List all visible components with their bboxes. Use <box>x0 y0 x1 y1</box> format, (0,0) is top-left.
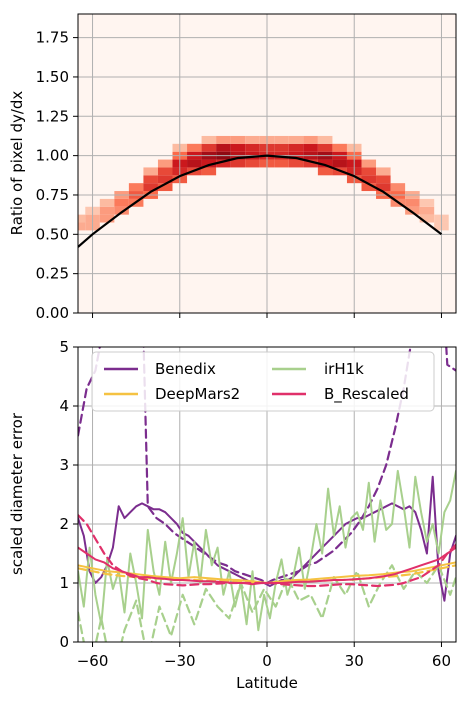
bottom-xtick-label: 60 <box>432 652 451 670</box>
bottom-xtick-label: 0 <box>262 652 272 670</box>
heatmap-cell <box>157 159 173 168</box>
heatmap-cell <box>303 159 318 168</box>
top-ytick-label: 0.00 <box>36 304 69 322</box>
bottom-x-axis-label: Latitude <box>236 674 298 692</box>
heatmap-cell <box>99 198 115 207</box>
heatmap-cell <box>317 135 333 144</box>
heatmap-cell <box>157 175 173 184</box>
bottom-series-benedix <box>78 475 456 602</box>
heatmap-cell <box>114 206 129 215</box>
bottom-ytick-label: 0 <box>59 633 69 651</box>
heatmap-cell <box>288 135 304 144</box>
heatmap-cell <box>216 159 231 168</box>
heatmap-cell <box>157 183 173 192</box>
bottom-ytick-label: 1 <box>59 574 69 592</box>
heatmap-cell <box>419 214 435 223</box>
heatmap-cell <box>390 183 406 192</box>
heatmap-cell <box>361 183 377 192</box>
heatmap-cell <box>99 206 115 215</box>
heatmap-cell <box>201 167 217 176</box>
bottom-y-axis-label: scaled diameter error <box>8 412 26 575</box>
top-ytick-label: 1.00 <box>36 147 69 165</box>
top-ticks: 0.00 0.25 0.50 0.75 1.00 1.25 1.50 1.75 <box>36 29 442 322</box>
top-ytick-label: 1.25 <box>36 107 69 125</box>
heatmap-cell <box>201 143 217 152</box>
heatmap-cell <box>201 159 217 168</box>
bottom-series-b-rescaled-dashed-dashed <box>78 513 456 588</box>
heatmap-cell <box>317 143 333 152</box>
bottom-xtick-label: −60 <box>77 652 109 670</box>
heatmap-cell <box>361 159 377 168</box>
heatmap-cell <box>405 198 420 207</box>
heatmap-cell <box>230 159 246 168</box>
heatmap-cell <box>245 159 260 168</box>
heatmap-cell <box>143 183 158 192</box>
heatmap-cell <box>143 175 158 184</box>
heatmap-cell <box>230 143 246 152</box>
bottom-series-irh1k-dashed-dashed <box>78 564 456 642</box>
heatmap-cell <box>376 175 391 184</box>
heatmap-cell <box>419 206 435 215</box>
heatmap-cell <box>405 206 420 215</box>
heatmap-cell <box>332 159 347 168</box>
heatmap-cell <box>419 198 435 207</box>
bottom-ytick-label: 2 <box>59 515 69 533</box>
heatmap-cell <box>114 198 129 207</box>
bottom-ticks: −60 −30 0 30 60 0 1 2 3 4 5 <box>59 338 451 670</box>
heatmap-cell <box>288 143 304 152</box>
legend-label-benedix: Benedix <box>155 360 216 378</box>
top-ytick-label: 0.25 <box>36 265 69 283</box>
top-ytick-label: 0.50 <box>36 225 69 243</box>
heatmap-cell <box>78 222 86 231</box>
top-ytick-label: 0.75 <box>36 186 69 204</box>
heatmap-cell <box>376 167 391 176</box>
top-panel: 0.00 0.25 0.50 0.75 1.00 1.25 1.50 1.75 Ratio o… <box>8 13 457 322</box>
legend: Benedix irH1k DeepMars2 B_Rescaled <box>91 351 435 412</box>
heatmap-cell <box>245 135 260 144</box>
heatmap-cell <box>187 159 202 168</box>
bottom-ytick-label: 5 <box>59 338 69 356</box>
heatmap-cell <box>157 167 173 176</box>
legend-label-deepmars2: DeepMars2 <box>155 385 240 403</box>
top-series-curve <box>78 154 443 248</box>
legend-label-b-rescaled: B_Rescaled <box>324 385 409 404</box>
heatmap-cell <box>187 143 202 152</box>
heatmap-cell <box>78 214 86 223</box>
bottom-series-irh1k <box>78 469 456 632</box>
top-ytick-label: 1.75 <box>36 29 69 47</box>
bottom-series-b-rescaled <box>78 546 456 586</box>
legend-box <box>91 351 435 412</box>
heatmap-cell <box>143 167 158 176</box>
heatmap-cell <box>128 183 144 192</box>
heatmap-cell <box>245 143 260 152</box>
bottom-xtick-label: 30 <box>345 652 364 670</box>
legend-label-irh1k: irH1k <box>324 360 364 378</box>
heatmap-cell <box>216 143 231 152</box>
heatmap-cell <box>361 175 377 184</box>
heatmap-cell <box>361 167 377 176</box>
top-ytick-label: 1.50 <box>36 68 69 86</box>
heatmap-cell <box>274 135 289 144</box>
heatmap-cell <box>317 159 333 168</box>
heatmap-cell <box>274 143 289 152</box>
heatmap-cell <box>230 135 246 144</box>
heatmap-cell <box>303 135 318 144</box>
heatmap-cell <box>216 135 231 144</box>
bottom-ytick-label: 3 <box>59 456 69 474</box>
heatmap-cell <box>201 135 217 144</box>
top-y-axis-label: Ratio of pixel dy/dx <box>8 91 26 236</box>
bottom-series <box>78 347 456 642</box>
heatmap-cell <box>288 159 304 168</box>
bottom-xtick-label: −30 <box>164 652 196 670</box>
heatmap-cell <box>317 167 333 176</box>
heatmap-cell <box>274 159 289 168</box>
top-curve <box>78 154 443 248</box>
heatmap-cell <box>303 143 318 152</box>
heatmap-cell <box>332 143 347 152</box>
heatmap-cell <box>99 214 115 223</box>
bottom-ytick-label: 4 <box>59 397 69 415</box>
heatmap-cell <box>376 183 391 192</box>
